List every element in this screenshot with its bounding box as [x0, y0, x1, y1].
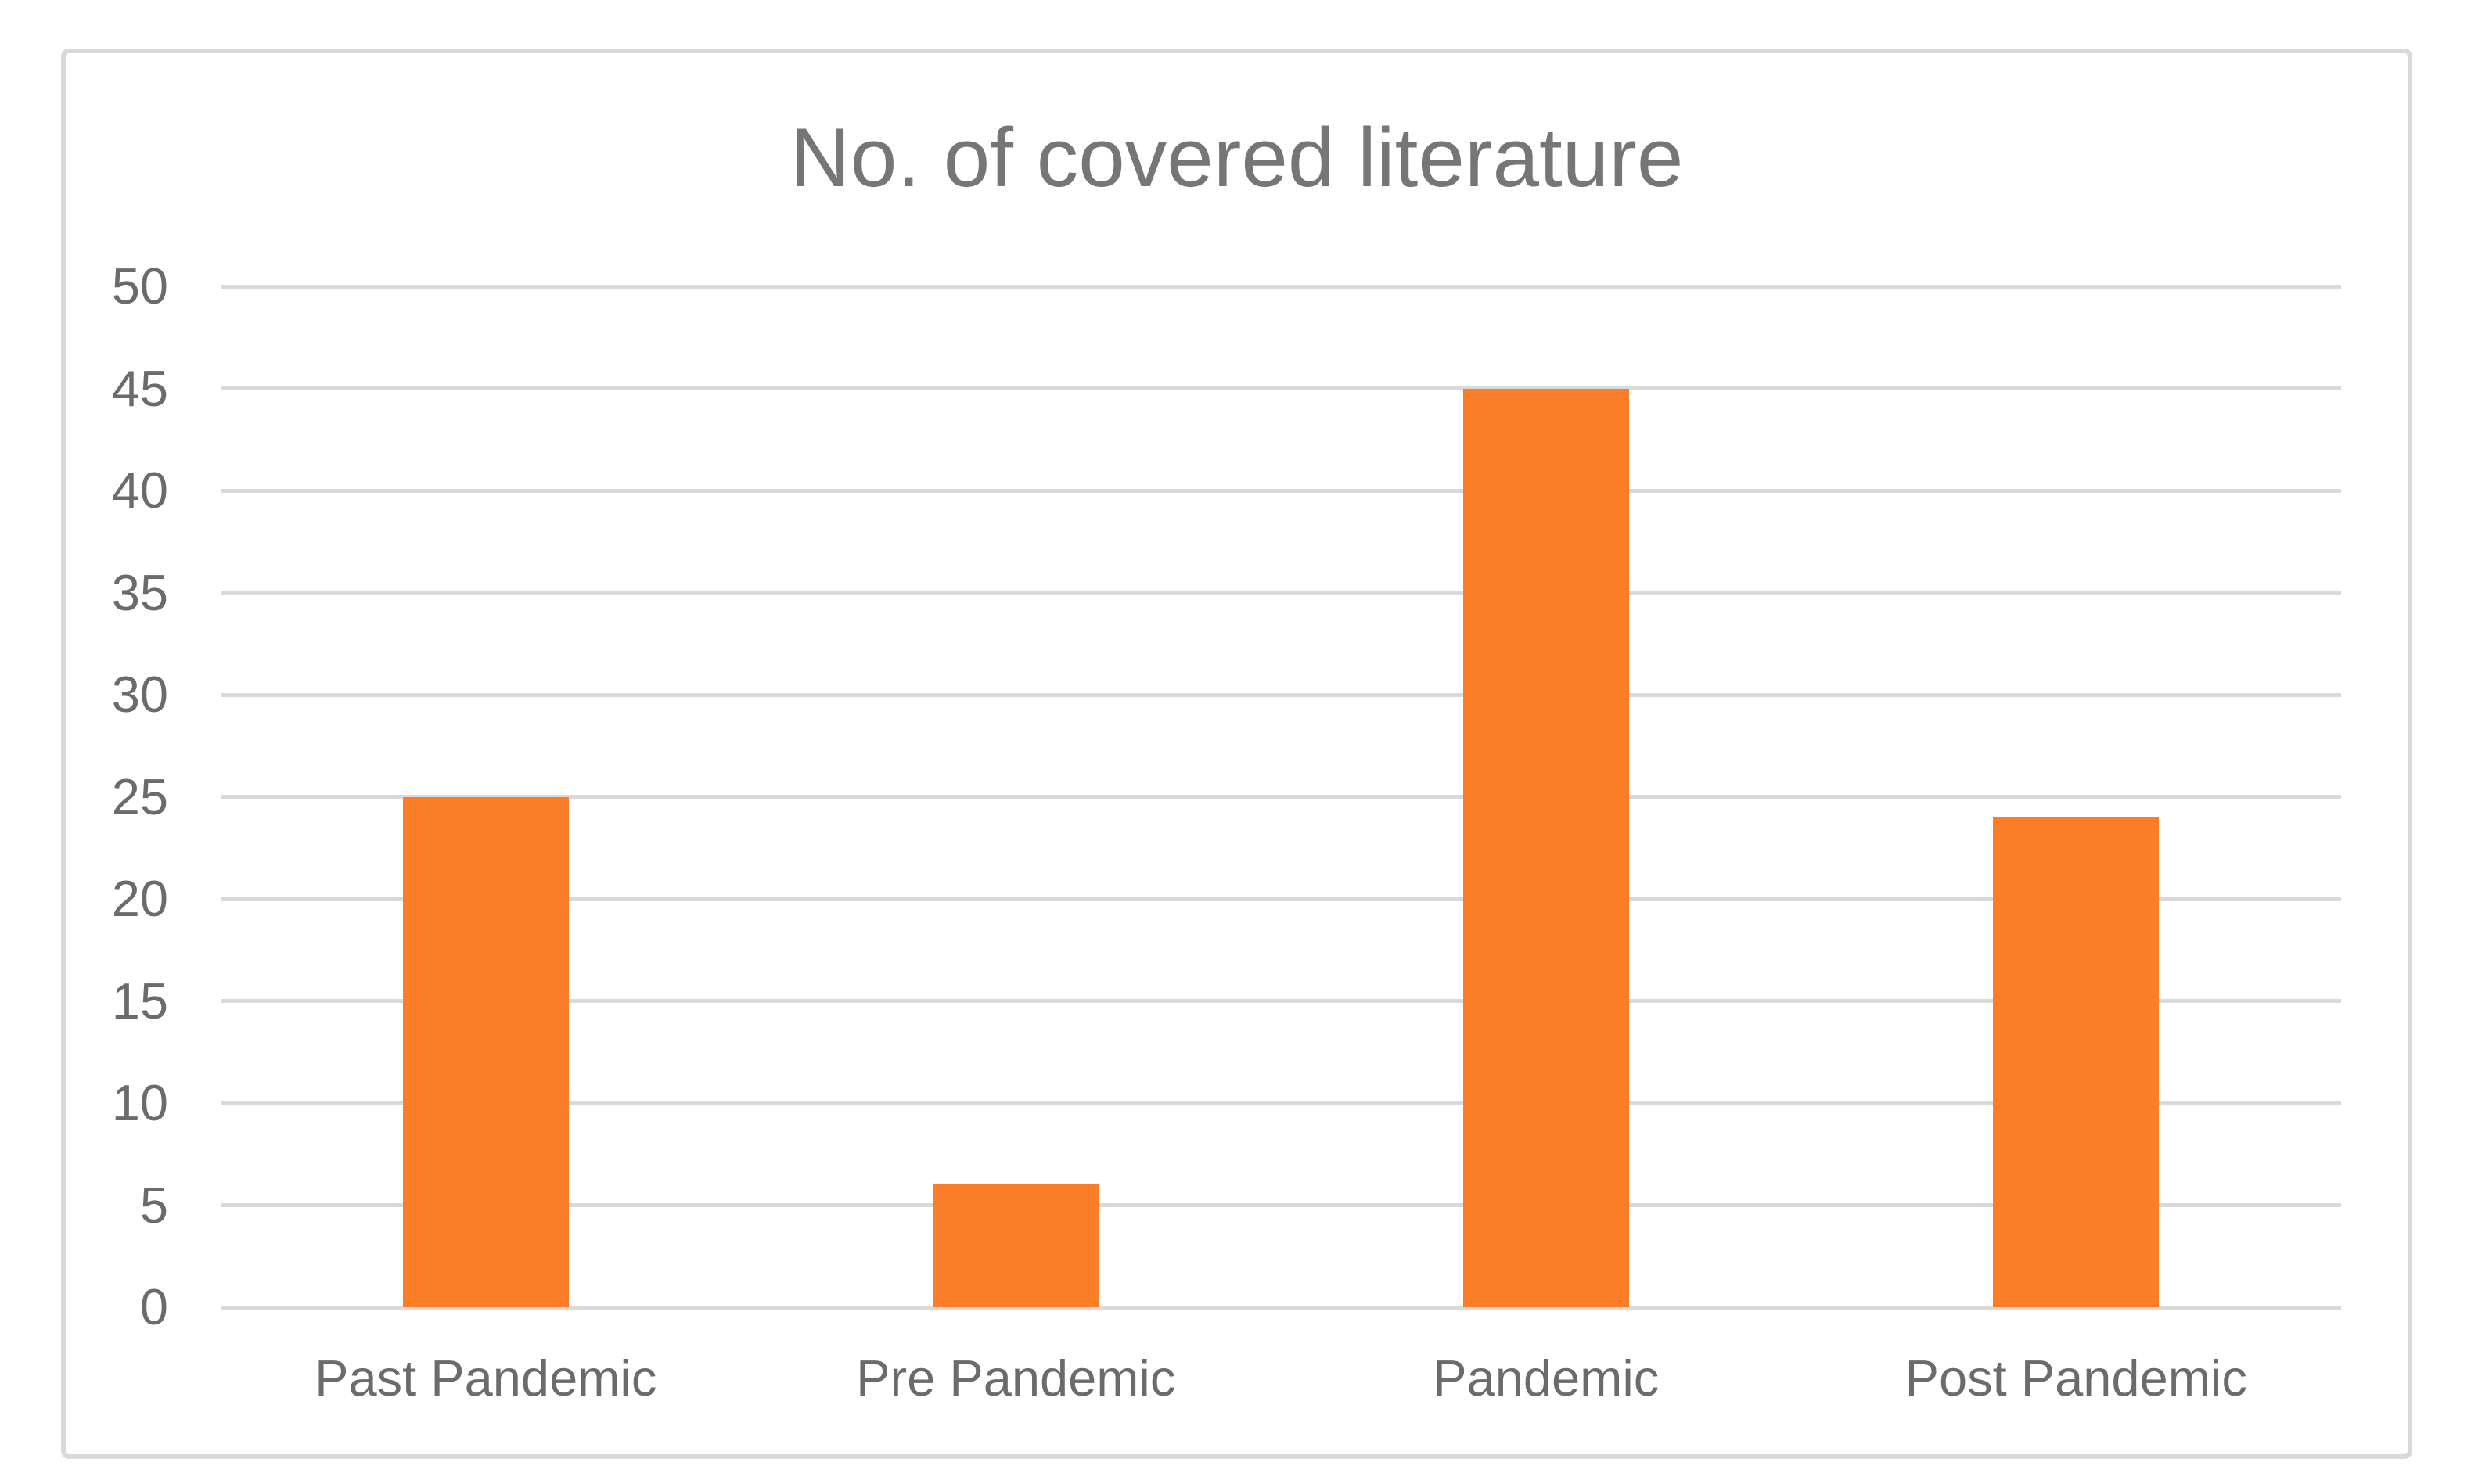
x-category-label-pre-pandemic: Pre Pandemic [856, 1349, 1176, 1407]
y-tick-label-25: 25 [111, 767, 168, 825]
x-category-label-post-pandemic: Post Pandemic [1905, 1349, 2247, 1407]
y-tick-label-10: 10 [111, 1074, 168, 1131]
gridline-y-45 [221, 386, 2341, 390]
gridline-y-5 [221, 1203, 2341, 1207]
x-category-label-pandemic: Pandemic [1433, 1349, 1660, 1407]
gridline-y-0 [221, 1305, 2341, 1310]
y-tick-label-0: 0 [139, 1278, 168, 1335]
gridline-y-10 [221, 1101, 2341, 1105]
gridline-y-40 [221, 488, 2341, 493]
x-category-label-past-pandemic: Past Pandemic [315, 1349, 657, 1407]
y-tick-label-20: 20 [111, 870, 168, 927]
plot-area [221, 284, 2341, 1310]
gridline-y-15 [221, 999, 2341, 1003]
gridline-y-30 [221, 692, 2341, 697]
gridline-y-20 [221, 897, 2341, 901]
chart-frame: No. of covered literature 0 5 10 15 20 25 30 35… [61, 49, 2412, 1459]
gridline-y-35 [221, 591, 2341, 595]
y-tick-label-40: 40 [111, 462, 168, 519]
y-tick-label-30: 30 [111, 666, 168, 723]
gridline-y-50 [221, 284, 2341, 289]
y-tick-label-35: 35 [111, 563, 168, 621]
bar-past-pandemic [402, 796, 569, 1307]
bar-pre-pandemic [933, 1184, 1099, 1307]
y-tick-label-50: 50 [111, 257, 168, 314]
y-tick-label-45: 45 [111, 359, 168, 417]
chart-title: No. of covered literature [789, 110, 1684, 204]
y-tick-label-5: 5 [139, 1176, 168, 1234]
y-tick-label-15: 15 [111, 972, 168, 1029]
gridline-y-25 [221, 795, 2341, 799]
bar-pandemic [1462, 388, 1629, 1307]
x-axis-category-labels: Past Pandemic Pre Pandemic Pandemic Post Pa… [221, 1347, 2341, 1418]
bar-post-pandemic [1993, 817, 2160, 1307]
